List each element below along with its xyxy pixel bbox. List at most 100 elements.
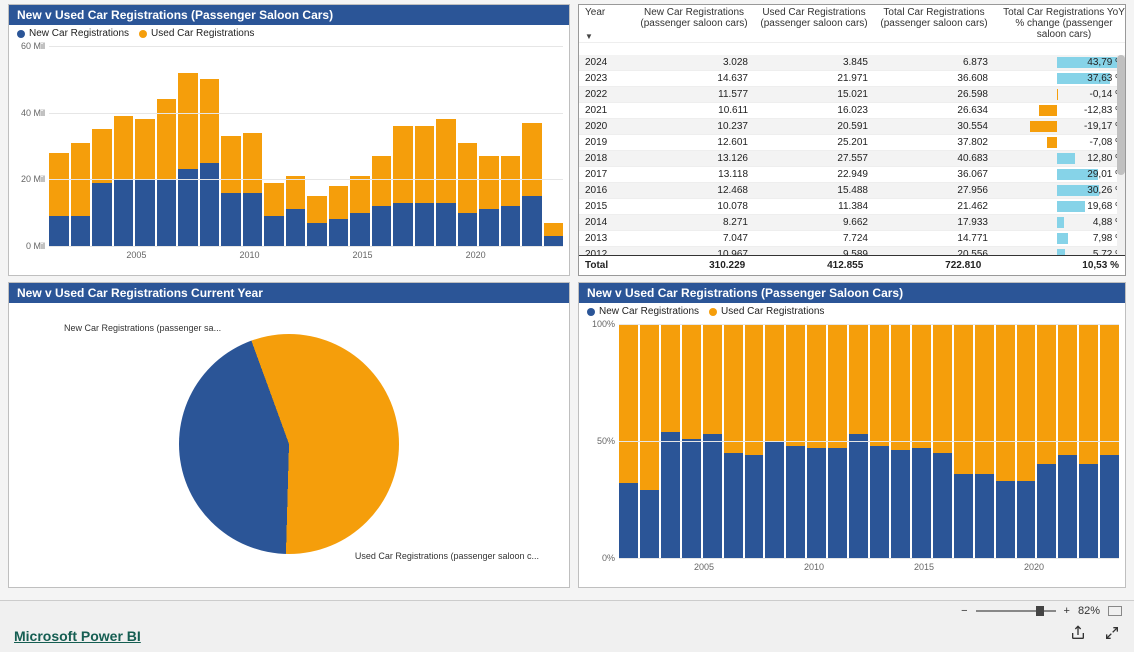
bar-segment-used[interactable]	[661, 324, 680, 432]
pie-chart[interactable]	[179, 334, 399, 554]
bar-segment-new[interactable]	[200, 163, 220, 246]
bar-segment-new[interactable]	[870, 446, 889, 558]
bar-segment-new[interactable]	[849, 434, 868, 558]
bar-segment-used[interactable]	[703, 324, 722, 434]
bar-segment-used[interactable]	[243, 133, 263, 193]
bar-segment-new[interactable]	[135, 179, 155, 246]
bar-stack[interactable]	[114, 116, 134, 246]
bar-segment-new[interactable]	[286, 209, 306, 246]
bar-stack[interactable]	[157, 99, 177, 246]
legend-item-new[interactable]: New Car Registrations	[587, 306, 699, 317]
bar-segment-used[interactable]	[135, 119, 155, 179]
bar-stack[interactable]	[178, 73, 198, 246]
bar-segment-new[interactable]	[975, 474, 994, 558]
table-body-scroll[interactable]: 20243.0283.8456.87343,79 %202314.63721.9…	[579, 55, 1117, 255]
bar-segment-new[interactable]	[724, 453, 743, 558]
bar-segment-new[interactable]	[661, 432, 680, 558]
bar-segment-used[interactable]	[157, 99, 177, 179]
bar-segment-used[interactable]	[522, 123, 542, 196]
bar-segment-new[interactable]	[458, 213, 478, 246]
bar-stack[interactable]	[286, 176, 306, 246]
bar-stack[interactable]	[135, 119, 155, 246]
table-column-header[interactable]: New Car Registrations (passenger saloon …	[634, 5, 754, 43]
table-row[interactable]: 20243.0283.8456.87343,79 %	[579, 55, 1117, 71]
bar-segment-used[interactable]	[912, 324, 931, 448]
bar-segment-new[interactable]	[786, 446, 805, 558]
table-column-header[interactable]: Year▼	[579, 5, 634, 43]
legend-item-new[interactable]: New Car Registrations	[17, 28, 129, 39]
bar-segment-used[interactable]	[221, 136, 241, 193]
bar-segment-new[interactable]	[350, 213, 370, 246]
bar-stack[interactable]	[350, 176, 370, 246]
table-row[interactable]: 201612.46815.48827.95630,26 %	[579, 183, 1117, 199]
zoom-slider-thumb[interactable]	[1036, 606, 1044, 616]
bar-segment-new[interactable]	[114, 179, 134, 246]
bar-segment-used[interactable]	[329, 186, 349, 219]
bar-segment-used[interactable]	[92, 129, 112, 182]
bar-segment-used[interactable]	[891, 324, 910, 450]
bar-segment-used[interactable]	[1037, 324, 1056, 464]
bar-segment-used[interactable]	[933, 324, 952, 453]
bar-segment-used[interactable]	[200, 79, 220, 162]
table-row[interactable]: 20148.2719.66217.9334,88 %	[579, 215, 1117, 231]
bar-stack[interactable]	[71, 143, 91, 246]
bar-segment-used[interactable]	[436, 119, 456, 202]
bar-segment-used[interactable]	[415, 126, 435, 203]
legend-item-used[interactable]: Used Car Registrations	[709, 306, 824, 317]
table-row[interactable]: 202211.57715.02126.598-0,14 %	[579, 87, 1117, 103]
bar-segment-used[interactable]	[1079, 324, 1098, 464]
bar-stack[interactable]	[243, 133, 263, 246]
scrollbar-thumb[interactable]	[1117, 55, 1125, 175]
bar-stack[interactable]	[544, 223, 564, 246]
bar-segment-new[interactable]	[157, 179, 177, 246]
bar-segment-used[interactable]	[682, 324, 701, 439]
legend-item-used[interactable]: Used Car Registrations	[139, 28, 254, 39]
bar-segment-new[interactable]	[1079, 464, 1098, 558]
bar-segment-used[interactable]	[178, 73, 198, 170]
bar-segment-new[interactable]	[436, 203, 456, 246]
bar-segment-used[interactable]	[1100, 324, 1119, 455]
table-scrollbar[interactable]	[1117, 55, 1125, 255]
bar-stack[interactable]	[393, 126, 413, 246]
bar-segment-used[interactable]	[786, 324, 805, 446]
bar-segment-used[interactable]	[286, 176, 306, 209]
bar-stack[interactable]	[264, 183, 284, 246]
bar-segment-used[interactable]	[828, 324, 847, 448]
zoom-out-button[interactable]: −	[961, 605, 967, 617]
bar-segment-new[interactable]	[329, 219, 349, 246]
bar-segment-new[interactable]	[71, 216, 91, 246]
table-row[interactable]: 202110.61116.02326.634-12,83 %	[579, 103, 1117, 119]
bar-segment-used[interactable]	[393, 126, 413, 203]
bar-stack[interactable]	[49, 153, 69, 246]
bar-stack[interactable]	[436, 119, 456, 246]
table-row[interactable]: 201813.12627.55740.68312,80 %	[579, 151, 1117, 167]
bar-segment-new[interactable]	[933, 453, 952, 558]
bar-segment-new[interactable]	[765, 441, 784, 558]
bar-segment-used[interactable]	[975, 324, 994, 474]
bar-segment-used[interactable]	[1058, 324, 1077, 455]
bar-segment-used[interactable]	[954, 324, 973, 474]
bar-stack[interactable]	[479, 156, 499, 246]
table-column-header[interactable]: Used Car Registrations (passenger saloon…	[754, 5, 874, 43]
bar-segment-new[interactable]	[1100, 455, 1119, 558]
bar-segment-new[interactable]	[372, 206, 392, 246]
table-row[interactable]: 202314.63721.97136.60837,63 %	[579, 71, 1117, 87]
bar-segment-used[interactable]	[724, 324, 743, 453]
bar-segment-used[interactable]	[372, 156, 392, 206]
bar-segment-used[interactable]	[807, 324, 826, 448]
table-row[interactable]: 201510.07811.38421.46219,68 %	[579, 199, 1117, 215]
bar-segment-new[interactable]	[703, 434, 722, 558]
bar-segment-used[interactable]	[350, 176, 370, 213]
bar-segment-used[interactable]	[479, 156, 499, 209]
table-row[interactable]: 202010.23720.59130.554-19,17 %	[579, 119, 1117, 135]
zoom-slider-track[interactable]	[976, 610, 1056, 612]
bar-segment-new[interactable]	[415, 203, 435, 246]
table-row[interactable]: 201210.9679.58920.5565,72 %	[579, 247, 1117, 256]
fullscreen-icon[interactable]	[1104, 625, 1120, 644]
bar-stack[interactable]	[329, 186, 349, 246]
bar-segment-new[interactable]	[178, 169, 198, 246]
bar-segment-new[interactable]	[912, 448, 931, 558]
bar-segment-new[interactable]	[264, 216, 284, 246]
bar-segment-new[interactable]	[1058, 455, 1077, 558]
bar-segment-new[interactable]	[1017, 481, 1036, 558]
